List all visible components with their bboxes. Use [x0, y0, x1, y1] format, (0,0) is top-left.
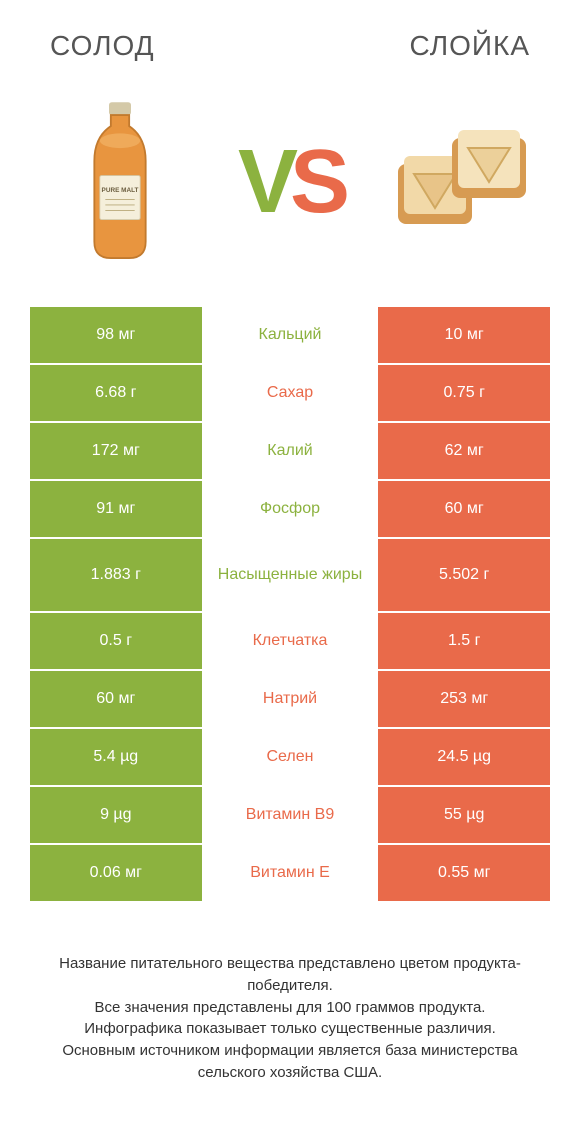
left-product-image: PURE MALT: [40, 87, 200, 277]
right-value: 62 мг: [378, 423, 550, 479]
infographic-container: СОЛОД СЛОЙКА PURE MALT VS: [0, 0, 580, 1144]
bottle-label-text: PURE MALT: [102, 187, 139, 194]
table-row: 1.883 гНасыщенные жиры5.502 г: [30, 539, 550, 611]
table-row: 172 мгКалий62 мг: [30, 423, 550, 479]
footer-line: Название питательного вещества представл…: [40, 953, 540, 997]
table-row: 9 µgВитамин B955 µg: [30, 787, 550, 843]
left-value: 60 мг: [30, 671, 202, 727]
nutrient-name: Селен: [202, 729, 379, 785]
right-value: 60 мг: [378, 481, 550, 537]
right-value: 5.502 г: [378, 539, 550, 611]
nutrient-name: Кальций: [202, 307, 379, 363]
table-row: 0.5 гКлетчатка1.5 г: [30, 613, 550, 669]
comparison-table: 98 мгКальций10 мг6.68 гСахар0.75 г172 мг…: [30, 307, 550, 903]
right-value: 24.5 µg: [378, 729, 550, 785]
table-row: 60 мгНатрий253 мг: [30, 671, 550, 727]
right-value: 10 мг: [378, 307, 550, 363]
right-value: 0.55 мг: [378, 845, 550, 901]
left-value: 0.06 мг: [30, 845, 202, 901]
nutrient-name: Насыщенные жиры: [202, 539, 379, 611]
right-value: 253 мг: [378, 671, 550, 727]
left-value: 0.5 г: [30, 613, 202, 669]
left-title: СОЛОД: [50, 30, 155, 62]
images-row: PURE MALT VS: [30, 87, 550, 307]
nutrient-name: Калий: [202, 423, 379, 479]
nutrient-name: Натрий: [202, 671, 379, 727]
footer-line: Инфографика показывает только существенн…: [40, 1018, 540, 1040]
nutrient-name: Клетчатка: [202, 613, 379, 669]
right-value: 0.75 г: [378, 365, 550, 421]
right-product-image: [380, 87, 540, 277]
vs-label: VS: [238, 137, 342, 227]
left-value: 6.68 г: [30, 365, 202, 421]
table-row: 91 мгФосфор60 мг: [30, 481, 550, 537]
nutrient-name: Фосфор: [202, 481, 379, 537]
table-row: 6.68 гСахар0.75 г: [30, 365, 550, 421]
left-value: 5.4 µg: [30, 729, 202, 785]
right-value: 55 µg: [378, 787, 550, 843]
nutrient-name: Витамин B9: [202, 787, 379, 843]
footer-line: Основным источником информации является …: [40, 1040, 540, 1084]
nutrient-name: Витамин E: [202, 845, 379, 901]
titles-row: СОЛОД СЛОЙКА: [30, 20, 550, 87]
footer-line: Все значения представлены для 100 граммо…: [40, 997, 540, 1019]
table-row: 0.06 мгВитамин E0.55 мг: [30, 845, 550, 901]
left-value: 98 мг: [30, 307, 202, 363]
left-value: 172 мг: [30, 423, 202, 479]
table-row: 98 мгКальций10 мг: [30, 307, 550, 363]
table-row: 5.4 µgСелен24.5 µg: [30, 729, 550, 785]
left-value: 91 мг: [30, 481, 202, 537]
right-value: 1.5 г: [378, 613, 550, 669]
left-value: 1.883 г: [30, 539, 202, 611]
vs-v: V: [238, 132, 290, 232]
vs-s: S: [290, 132, 342, 232]
right-title: СЛОЙКА: [409, 30, 530, 62]
footer-notes: Название питательного вещества представл…: [30, 953, 550, 1084]
left-value: 9 µg: [30, 787, 202, 843]
nutrient-name: Сахар: [202, 365, 379, 421]
